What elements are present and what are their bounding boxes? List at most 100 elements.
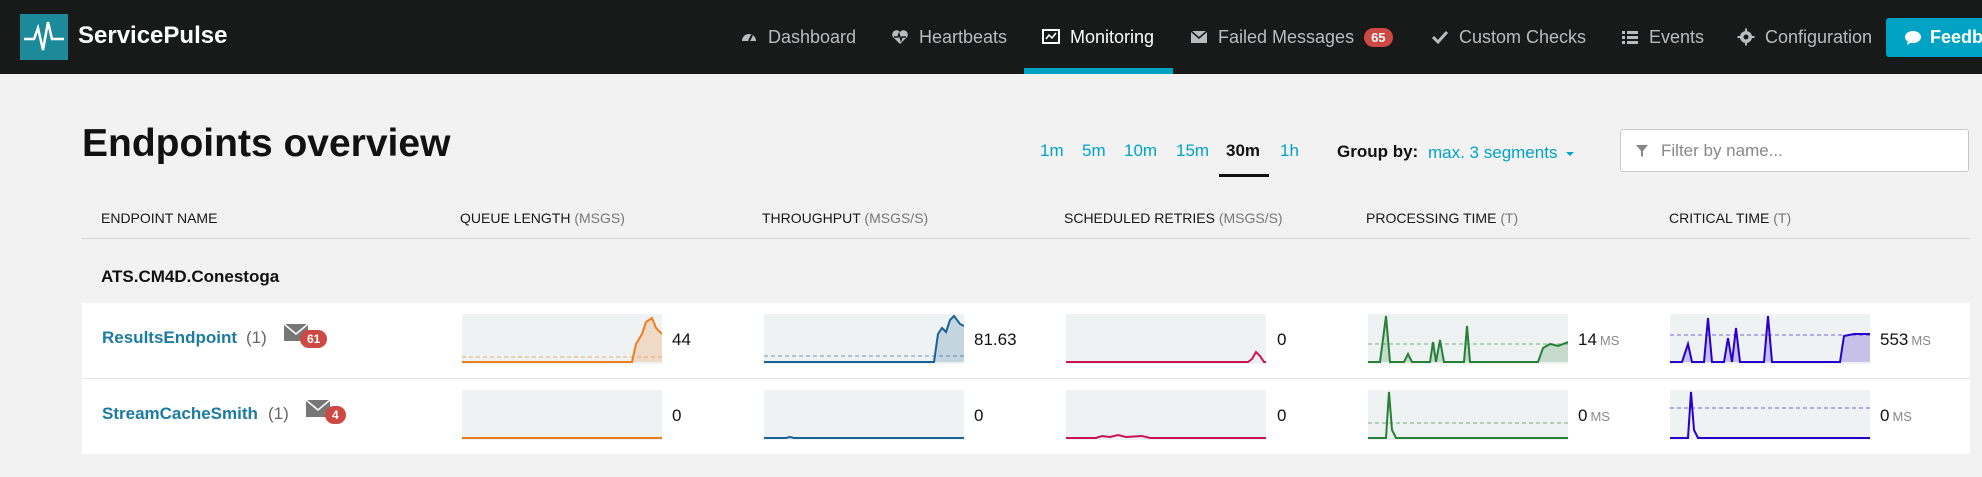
processing-time-sparkline xyxy=(1368,390,1568,440)
nav-custom-checks-label: Custom Checks xyxy=(1459,26,1587,47)
throughput-value: 81.63 xyxy=(974,330,1017,349)
sparkline-background xyxy=(1066,390,1266,440)
nav-monitoring-label: Monitoring xyxy=(1070,26,1155,47)
period-15m[interactable]: 15m xyxy=(1176,141,1210,160)
throughput-sparkline-line xyxy=(764,435,964,439)
sparkline-background xyxy=(1670,390,1870,440)
caret-down-icon xyxy=(1566,152,1575,156)
period-1h[interactable]: 1h xyxy=(1280,141,1299,160)
throughput-sparkline-line xyxy=(764,314,964,363)
processing-time-number: 0 xyxy=(1578,406,1588,425)
brand-name[interactable]: ServicePulse xyxy=(78,22,228,49)
endpoint-row xyxy=(82,379,1970,454)
feedback-label: Feedb xyxy=(1930,27,1982,47)
selected-period-indicator xyxy=(1219,174,1269,177)
scheduled-retries-sparkline xyxy=(1066,390,1266,440)
sparkline-background xyxy=(462,314,662,364)
column-retries-label: SCHEDULED RETRIES xyxy=(1064,210,1215,226)
column-header-retries[interactable]: SCHEDULED RETRIES (MSGS/S) xyxy=(1064,210,1283,226)
feedback-button[interactable]: Feedb xyxy=(1886,18,1982,57)
failed-messages-count-badge: 65 xyxy=(1364,27,1393,47)
processing-time-unit: MS xyxy=(1599,333,1620,348)
column-critical-label: CRITICAL TIME xyxy=(1669,210,1770,226)
failed-messages-envelope-icon[interactable] xyxy=(305,399,331,419)
column-header-critical[interactable]: CRITICAL TIME (T) xyxy=(1669,210,1791,226)
gear-icon xyxy=(1737,28,1755,46)
endpoint-group-name: ATS.CM4D.Conestoga xyxy=(101,267,280,286)
queue-length-value: 0 xyxy=(672,406,682,425)
nav-custom-checks[interactable]: Custom Checks xyxy=(1431,0,1586,74)
sparkline-background xyxy=(1066,314,1266,364)
column-header-queue[interactable]: QUEUE LENGTH (MSGS) xyxy=(460,210,625,226)
endpoint-name-link[interactable]: StreamCacheSmith xyxy=(102,404,258,423)
processing-time-sparkline xyxy=(1368,314,1568,364)
nav-heartbeats-label: Heartbeats xyxy=(919,26,1008,47)
page-title: Endpoints overview xyxy=(82,122,451,165)
monitoring-icon xyxy=(1042,29,1060,44)
critical-sparkline-line xyxy=(1670,315,1870,363)
servicepulse-logo-icon[interactable] xyxy=(20,14,68,60)
processing-sparkline-line xyxy=(1368,315,1568,363)
nav-monitoring[interactable]: Monitoring xyxy=(1042,0,1154,74)
processing-time-number: 14 xyxy=(1578,330,1597,349)
column-critical-unit: (T) xyxy=(1773,210,1792,226)
scheduled-retries-sparkline xyxy=(1066,314,1266,364)
nav-events[interactable]: Events xyxy=(1621,0,1704,74)
retries-sparkline-line xyxy=(1066,350,1266,363)
group-by-label: Group by: xyxy=(1337,142,1419,161)
period-30m[interactable]: 30m xyxy=(1226,141,1261,160)
row-divider xyxy=(82,378,1970,379)
critical-sparkline-line xyxy=(1670,391,1870,439)
endpoint-instance-count: (1) xyxy=(246,328,267,347)
failed-count-badge: 4 xyxy=(325,406,346,424)
nav-dashboard[interactable]: Dashboard xyxy=(740,0,856,74)
checkmark-icon xyxy=(1431,30,1449,45)
dashboard-icon xyxy=(742,34,756,42)
column-header-endpoint[interactable]: ENDPOINT NAME xyxy=(101,210,217,226)
period-1m[interactable]: 1m xyxy=(1040,141,1064,160)
failed-count-badge: 61 xyxy=(300,330,328,348)
nav-configuration-label: Configuration xyxy=(1765,26,1873,47)
heartbeat-icon xyxy=(892,30,908,44)
nav-failed-messages[interactable]: Failed Messages 65 xyxy=(1190,0,1393,74)
critical-time-sparkline xyxy=(1670,314,1870,364)
column-endpoint-label: ENDPOINT NAME xyxy=(101,210,218,226)
period-10m[interactable]: 10m xyxy=(1124,141,1158,160)
endpoint-row xyxy=(82,303,1970,378)
critical-time-value: 553 MS xyxy=(1880,330,1931,350)
nav-configuration[interactable]: Configuration xyxy=(1737,0,1872,74)
critical-time-unit: MS xyxy=(1892,409,1912,424)
nav-events-label: Events xyxy=(1649,26,1705,47)
group-by-dropdown[interactable]: max. 3 segments xyxy=(1428,143,1575,163)
comment-icon xyxy=(1905,30,1921,45)
column-throughput-label: THROUGHPUT xyxy=(762,210,861,226)
envelope-icon xyxy=(1190,30,1208,43)
period-5m[interactable]: 5m xyxy=(1082,141,1106,160)
critical-time-number: 0 xyxy=(1880,406,1890,425)
column-processing-label: PROCESSING TIME xyxy=(1366,210,1497,226)
critical-time-sparkline xyxy=(1670,390,1870,440)
throughput-sparkline-area xyxy=(764,316,964,362)
scheduled-retries-value: 0 xyxy=(1277,330,1287,349)
queue-length-value: 44 xyxy=(672,330,691,349)
filter-input[interactable] xyxy=(1659,139,1953,162)
column-header-processing[interactable]: PROCESSING TIME (T) xyxy=(1366,210,1518,226)
processing-time-unit: MS xyxy=(1590,409,1610,424)
throughput-sparkline xyxy=(764,314,964,364)
queue-length-sparkline xyxy=(462,390,662,440)
sparkline-background xyxy=(764,390,964,440)
column-processing-unit: (T) xyxy=(1500,210,1519,226)
column-header-throughput[interactable]: THROUGHPUT (MSGS/S) xyxy=(762,210,928,226)
throughput-sparkline xyxy=(764,390,964,440)
queue-sparkline-line xyxy=(462,316,662,363)
column-throughput-unit: (MSGS/S) xyxy=(864,210,929,226)
nav-dashboard-label: Dashboard xyxy=(768,26,857,47)
column-retries-unit: (MSGS/S) xyxy=(1218,210,1283,226)
endpoint-name-link[interactable]: ResultsEndpoint xyxy=(102,328,238,347)
nav-heartbeats[interactable]: Heartbeats xyxy=(891,0,1007,74)
critical-time-number: 553 xyxy=(1880,330,1909,349)
critical-time-unit: MS xyxy=(1911,333,1931,348)
nav-failed-messages-label: Failed Messages xyxy=(1218,26,1355,47)
sparkline-background xyxy=(462,390,662,440)
queue-sparkline-area xyxy=(462,318,662,362)
